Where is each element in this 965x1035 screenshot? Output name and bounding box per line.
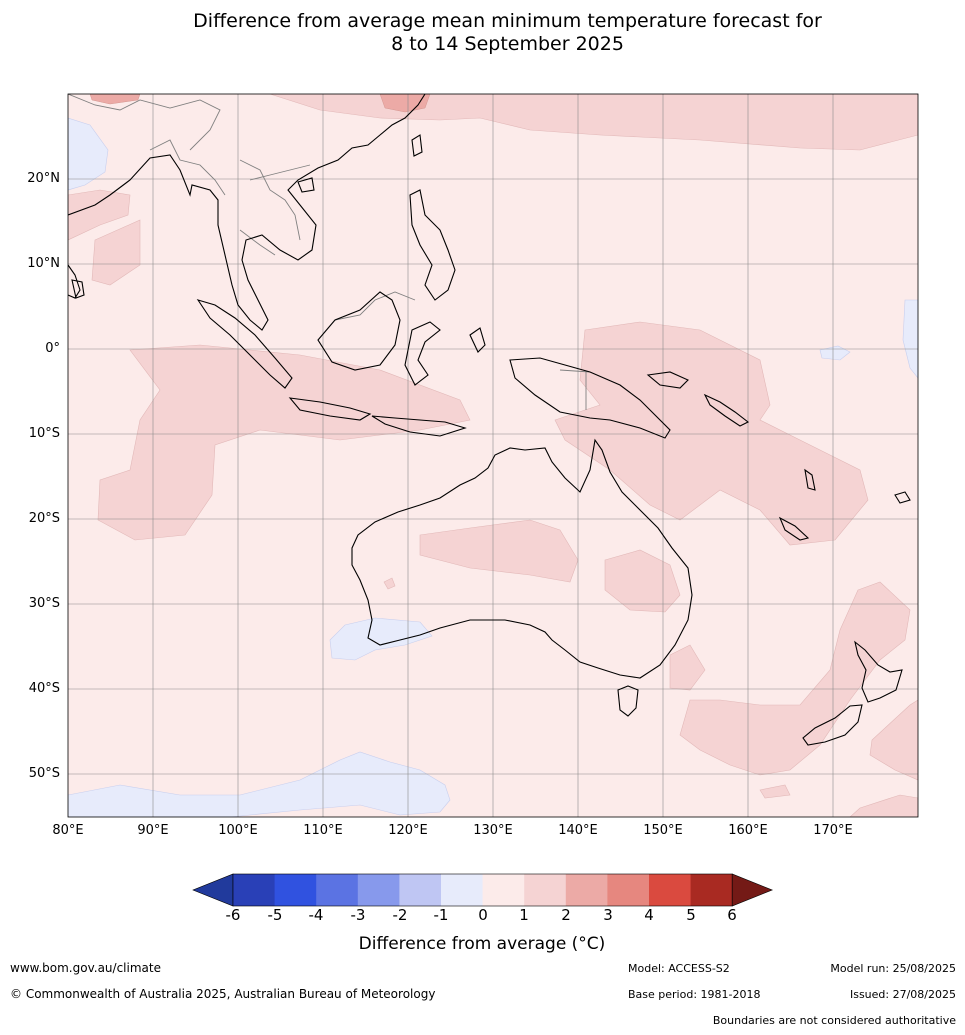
lesser-sunda-coastline [371, 415, 467, 437]
colorbar-segment [649, 874, 692, 906]
colorbar-segment [565, 874, 608, 906]
new-guinea-coastline [509, 357, 671, 439]
lon-label-130e: 130°E [473, 823, 513, 838]
colorbar-tick: 4 [644, 906, 654, 924]
nz-south-island-coastline [802, 704, 863, 746]
lat-label-20n: 20°N [27, 171, 60, 186]
colorbar-tick: -1 [433, 906, 449, 924]
colorbar-frame [232, 873, 733, 907]
model-run-date: Model run: 25/08/2025 [830, 962, 956, 975]
colorbar-segment [274, 874, 317, 906]
lat-label-30s: 30°S [28, 596, 60, 611]
maluku-coastline [469, 327, 486, 353]
gridlines [68, 94, 918, 817]
colorbar-tick: 6 [727, 906, 737, 924]
australia-coastline [351, 438, 693, 679]
colorbar-tick: -4 [308, 906, 324, 924]
lon-label-100e: 100°E [218, 823, 258, 838]
website-link[interactable]: www.bom.gov.au/climate [10, 961, 161, 975]
colorbar-tick: 2 [561, 906, 571, 924]
colorbar-segment [233, 874, 276, 906]
vanuatu-coastline [804, 468, 816, 491]
colorbar-tick: -2 [392, 906, 408, 924]
lon-label-90e: 90°E [137, 823, 169, 838]
colorbar-segment [607, 874, 650, 906]
colorbar-segment [441, 874, 484, 906]
borneo-coastline [317, 291, 401, 371]
colorbar-title: Difference from average (°C) [358, 934, 606, 954]
lat-label-40s: 40°S [28, 681, 60, 696]
sumatra-coastline [196, 299, 293, 389]
colorbar-tick: -5 [267, 906, 283, 924]
lon-label-140e: 140°E [558, 823, 598, 838]
boundaries-disclaimer: Boundaries are not considered authoritat… [712, 1014, 956, 1027]
map-frame [67, 93, 919, 818]
colorbar-extend-high [731, 873, 774, 907]
hainan-coastline [297, 177, 315, 193]
sri-lanka-coastline [71, 279, 85, 299]
lon-label-120e: 120°E [388, 823, 428, 838]
lat-label-0: 0° [45, 341, 60, 356]
nz-north-island-coastline [854, 640, 903, 703]
colorbar-segment [482, 874, 525, 906]
title-line-2: 8 to 14 September 2025 [391, 33, 624, 55]
lon-label-160e: 160°E [728, 823, 768, 838]
colorbar-segment [316, 874, 359, 906]
lon-label-150e: 150°E [643, 823, 683, 838]
tasmania-coastline [617, 685, 639, 717]
anomaly-regions-warm [68, 94, 918, 817]
model-name: Model: ACCESS-S2 [628, 962, 730, 975]
colorbar-segment [357, 874, 400, 906]
fiji-coastline [894, 491, 911, 504]
solomon-islands-coastline [703, 393, 750, 427]
india-coastline [68, 264, 81, 299]
lon-label-170e: 170°E [813, 823, 853, 838]
coastlines [68, 94, 911, 746]
colorbar-tick: 3 [603, 906, 613, 924]
lat-label-50s: 50°S [28, 766, 60, 781]
colorbar-tick: -3 [350, 906, 366, 924]
anomaly-regions-cool [68, 117, 918, 817]
colorbar-tick: -6 [225, 906, 241, 924]
philippines-coastline [409, 189, 456, 301]
colorbar-tick: 0 [478, 906, 488, 924]
country-borders [68, 94, 591, 410]
colorbar-segment [524, 874, 567, 906]
anomaly-regions-warmer [89, 94, 431, 113]
colorbar-tick: 1 [519, 906, 529, 924]
colorbar [192, 873, 774, 907]
copyright-text: © Commonwealth of Australia 2025, Austra… [10, 987, 436, 1001]
lat-label-10n: 10°N [27, 256, 60, 271]
new-britain-coastline [646, 371, 689, 389]
map-title: Difference from average mean minimum tem… [0, 10, 965, 56]
lon-label-80e: 80°E [52, 823, 84, 838]
lon-label-110e: 110°E [303, 823, 343, 838]
issued-date: Issued: 27/08/2025 [849, 988, 956, 1001]
java-coastline [288, 397, 372, 421]
colorbar-segment [399, 874, 442, 906]
base-period: Base period: 1981-2018 [628, 988, 761, 1001]
taiwan-coastline [411, 134, 423, 157]
colorbar-segment [690, 874, 733, 906]
new-caledonia-coastline [778, 516, 810, 541]
title-line-1: Difference from average mean minimum tem… [193, 10, 822, 32]
asia-coastline [68, 94, 426, 331]
lat-label-10s: 10°S [28, 426, 60, 441]
lat-label-20s: 20°S [28, 511, 60, 526]
colorbar-extend-low [192, 873, 234, 907]
colorbar-tick: 5 [686, 906, 696, 924]
sulawesi-coastline [404, 321, 441, 386]
